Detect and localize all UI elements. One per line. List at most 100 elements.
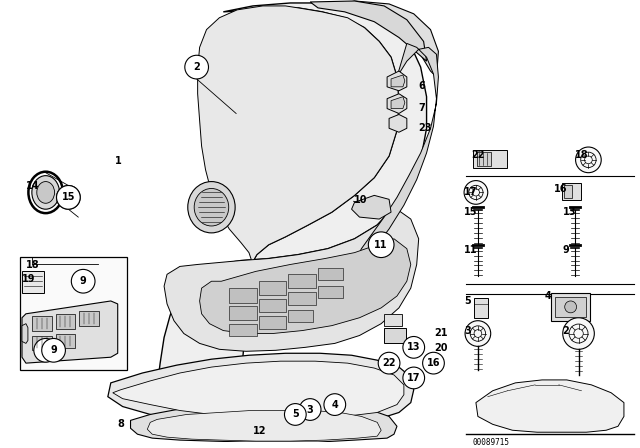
Bar <box>259 316 287 328</box>
Circle shape <box>71 269 95 293</box>
Bar <box>318 286 342 298</box>
Text: 18: 18 <box>26 259 40 270</box>
Polygon shape <box>387 71 407 91</box>
Bar <box>229 288 257 303</box>
Circle shape <box>564 301 577 313</box>
Text: 9: 9 <box>50 345 57 355</box>
Text: 10: 10 <box>353 195 367 205</box>
Text: 16: 16 <box>427 358 440 368</box>
Polygon shape <box>198 6 399 286</box>
Ellipse shape <box>32 176 60 209</box>
Polygon shape <box>391 75 405 87</box>
Polygon shape <box>147 410 381 441</box>
Text: 11: 11 <box>464 245 477 255</box>
Circle shape <box>369 232 394 258</box>
Text: 15: 15 <box>61 192 75 202</box>
Text: 22: 22 <box>382 358 396 368</box>
Text: 23: 23 <box>419 123 432 134</box>
Text: 19: 19 <box>22 274 35 284</box>
Text: 9: 9 <box>42 345 49 355</box>
Bar <box>79 311 99 326</box>
Bar <box>477 152 491 166</box>
Text: 2: 2 <box>193 62 200 72</box>
Text: 11: 11 <box>374 240 388 250</box>
Text: 9: 9 <box>80 276 86 286</box>
Bar <box>474 298 488 318</box>
Text: 20: 20 <box>435 344 448 353</box>
Polygon shape <box>387 94 407 113</box>
Circle shape <box>464 181 488 204</box>
Bar <box>289 292 316 305</box>
Text: 3: 3 <box>307 405 314 414</box>
Text: 5: 5 <box>292 409 299 419</box>
Polygon shape <box>108 353 413 426</box>
Text: 16: 16 <box>554 184 568 194</box>
Polygon shape <box>200 239 411 333</box>
Polygon shape <box>310 1 427 61</box>
Text: 8: 8 <box>118 419 125 429</box>
Circle shape <box>563 318 595 349</box>
Text: 7: 7 <box>419 103 426 112</box>
Text: 00089715: 00089715 <box>473 438 510 447</box>
Text: 5: 5 <box>464 296 471 306</box>
Ellipse shape <box>194 189 228 226</box>
Circle shape <box>185 55 209 79</box>
Text: 17: 17 <box>464 188 477 198</box>
Bar <box>289 274 316 288</box>
Polygon shape <box>22 323 28 344</box>
Circle shape <box>465 321 491 346</box>
Text: 12: 12 <box>253 426 266 436</box>
Circle shape <box>56 185 80 209</box>
Ellipse shape <box>36 181 54 203</box>
Polygon shape <box>351 195 391 219</box>
Text: 2: 2 <box>562 326 568 336</box>
Text: 15: 15 <box>464 207 477 217</box>
Circle shape <box>42 339 65 362</box>
Bar <box>555 297 586 317</box>
Text: 15: 15 <box>61 192 75 202</box>
Bar <box>289 310 313 322</box>
Text: 13: 13 <box>563 207 576 217</box>
Bar <box>562 182 582 200</box>
Bar <box>32 316 52 331</box>
Bar <box>32 336 52 350</box>
Text: 14: 14 <box>26 181 40 190</box>
Bar <box>551 293 590 321</box>
Ellipse shape <box>188 181 235 233</box>
Text: 18: 18 <box>575 150 588 160</box>
Polygon shape <box>338 1 438 77</box>
Polygon shape <box>476 380 624 432</box>
Bar <box>318 268 342 280</box>
Polygon shape <box>391 97 405 108</box>
Polygon shape <box>358 43 438 262</box>
Polygon shape <box>164 207 419 351</box>
Polygon shape <box>131 405 397 442</box>
Text: 4: 4 <box>545 291 552 301</box>
Polygon shape <box>22 301 118 363</box>
Polygon shape <box>113 361 404 418</box>
Bar <box>259 299 287 312</box>
Polygon shape <box>157 3 427 432</box>
Text: 13: 13 <box>407 342 420 352</box>
Bar <box>473 150 506 168</box>
Polygon shape <box>389 115 407 132</box>
Circle shape <box>403 367 424 389</box>
Bar <box>384 314 402 326</box>
Bar <box>20 257 127 370</box>
Bar <box>259 281 287 295</box>
Text: 21: 21 <box>435 327 448 338</box>
Circle shape <box>324 394 346 415</box>
Text: 17: 17 <box>407 373 420 383</box>
Bar <box>229 323 257 336</box>
Circle shape <box>422 352 444 374</box>
Bar <box>56 333 76 349</box>
Circle shape <box>378 352 400 374</box>
Text: 6: 6 <box>419 81 426 91</box>
Bar <box>384 327 406 344</box>
Circle shape <box>34 339 58 362</box>
Bar <box>56 314 76 328</box>
Text: 4: 4 <box>332 400 338 409</box>
Bar <box>22 271 44 293</box>
Circle shape <box>575 147 601 172</box>
Bar <box>564 185 572 198</box>
